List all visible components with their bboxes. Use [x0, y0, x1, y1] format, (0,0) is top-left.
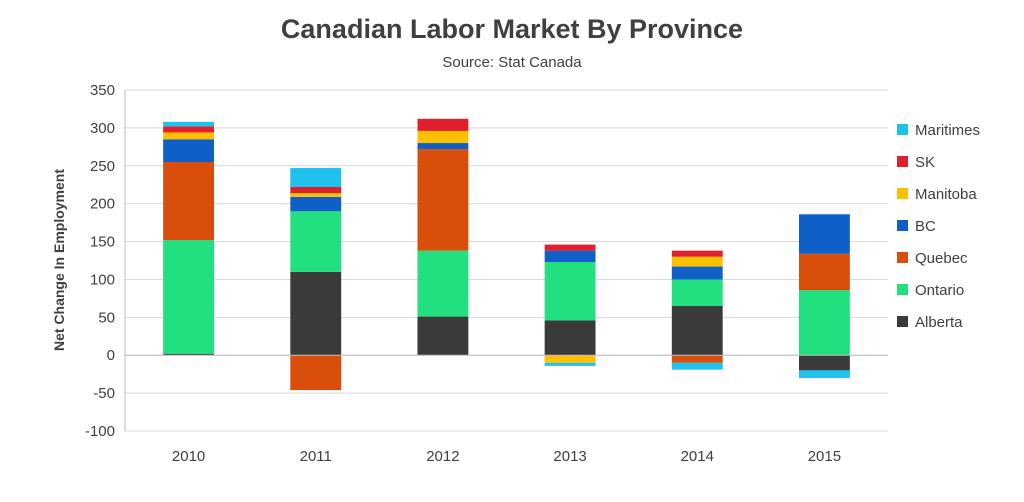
- chart-subtitle: Source: Stat Canada: [442, 54, 582, 71]
- bar-quebec-2011: [290, 355, 342, 391]
- x-tick-label: 2012: [426, 448, 459, 465]
- bar-bc-2012: [417, 143, 469, 150]
- bar-maritimes-2015: [798, 370, 850, 378]
- y-tick-label: 150: [90, 234, 115, 251]
- x-tick-label: 2011: [300, 448, 332, 465]
- gridlines: [125, 89, 888, 432]
- bar-quebec-2010: [163, 161, 215, 241]
- bar-sk-2013: [544, 244, 596, 251]
- bar-sk-2012: [417, 118, 469, 131]
- legend-label-ontario: Ontario: [915, 282, 964, 299]
- bar-manitoba-2013: [544, 355, 596, 363]
- x-tick-label: 2013: [553, 448, 586, 465]
- y-tick-label: 0: [107, 347, 115, 364]
- y-tick-label: 50: [98, 309, 115, 326]
- y-axis-label: Net Change In Employment: [51, 169, 67, 351]
- legend-label-manitoba: Manitoba: [915, 186, 977, 203]
- bar-maritimes-2014: [671, 362, 723, 370]
- legend-swatch-maritimes: [897, 124, 908, 135]
- y-tick-label: 300: [90, 120, 115, 137]
- bar-manitoba-2014: [671, 256, 723, 267]
- bar-ontario-2014: [671, 279, 723, 306]
- legend-swatch-bc: [897, 220, 908, 231]
- x-tick-label: 2010: [172, 448, 205, 465]
- bar-maritimes-2013: [544, 362, 596, 366]
- bar-alberta-2015: [798, 355, 850, 371]
- bar-alberta-2010: [163, 353, 215, 356]
- legend-label-maritimes: Maritimes: [915, 122, 980, 139]
- bar-maritimes-2010: [163, 121, 215, 127]
- bar-quebec-2014: [671, 355, 723, 363]
- y-tick-label: 350: [90, 82, 115, 99]
- legend-swatch-ontario: [897, 284, 908, 295]
- y-tick-label: 200: [90, 196, 115, 213]
- bar-alberta-2013: [544, 320, 596, 356]
- chart-title: Canadian Labor Market By Province: [280, 14, 744, 44]
- bar-ontario-2012: [417, 250, 469, 317]
- bar-manitoba-2012: [417, 130, 469, 144]
- legend-label-alberta: Alberta: [915, 314, 963, 331]
- bar-alberta-2011: [290, 271, 342, 356]
- y-tick-label: 250: [90, 158, 115, 175]
- legend-swatch-quebec: [897, 252, 908, 263]
- legend-swatch-sk: [897, 156, 908, 167]
- bars: [163, 118, 850, 391]
- x-tick-label: 2015: [808, 448, 841, 465]
- legend-swatch-alberta: [897, 316, 908, 327]
- bar-quebec-2015: [798, 253, 850, 291]
- y-tick-label: -50: [93, 385, 115, 402]
- bar-sk-2011: [290, 186, 342, 194]
- bar-sk-2014: [671, 250, 723, 257]
- legend: Maritimes SK Manitoba BC Quebec Ontario Albert…: [897, 122, 980, 331]
- y-tick-label: -100: [85, 423, 115, 440]
- bar-manitoba-2010: [163, 132, 215, 140]
- bar-bc-2013: [544, 250, 596, 263]
- bar-sk-2010: [163, 126, 215, 133]
- bar-bc-2015: [798, 214, 850, 254]
- legend-label-bc: BC: [915, 218, 936, 235]
- bar-bc-2011: [290, 196, 342, 212]
- bar-maritimes-2011: [290, 168, 342, 187]
- axes: 350 300 250 200 150 100 50 0 -50 -100 2010 2011 2012…: [85, 82, 888, 465]
- bar-alberta-2014: [671, 305, 723, 356]
- legend-label-quebec: Quebec: [915, 250, 968, 267]
- bar-ontario-2010: [163, 240, 215, 354]
- bar-ontario-2011: [290, 211, 342, 272]
- legend-swatch-manitoba: [897, 188, 908, 199]
- legend-label-sk: SK: [915, 154, 935, 171]
- y-tick-label: 100: [90, 271, 115, 288]
- bar-ontario-2015: [798, 290, 850, 356]
- bar-bc-2010: [163, 139, 215, 162]
- bar-quebec-2012: [417, 149, 469, 251]
- bar-alberta-2012: [417, 316, 469, 356]
- x-tick-label: 2014: [681, 448, 714, 465]
- bar-ontario-2013: [544, 262, 596, 321]
- bar-bc-2014: [671, 266, 723, 280]
- bar-manitoba-2011: [290, 193, 342, 197]
